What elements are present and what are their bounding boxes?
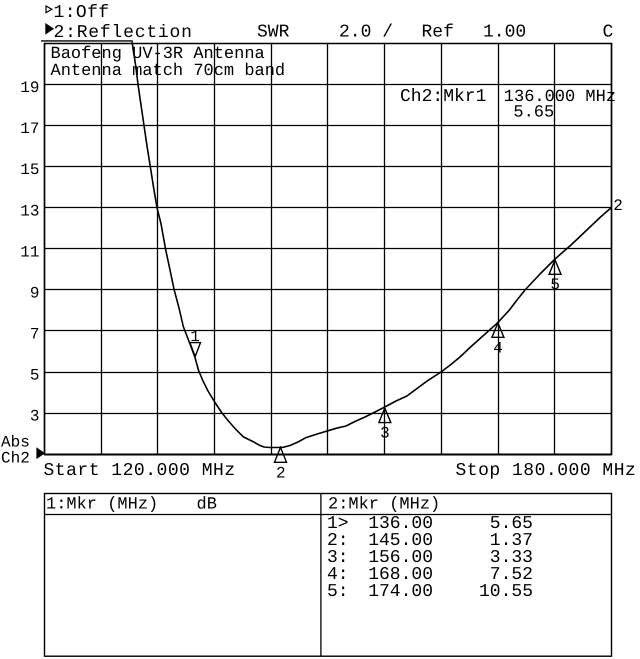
- svg-text:174.00: 174.00: [368, 582, 433, 602]
- svg-text:3: 3: [30, 408, 40, 426]
- svg-text:2:: 2:: [327, 531, 349, 551]
- svg-text:2:Mkr (MHz): 2:Mkr (MHz): [328, 496, 440, 515]
- svg-text:4: 4: [493, 340, 503, 358]
- svg-text:Baofeng UV-3R Antenna: Baofeng UV-3R Antenna: [51, 45, 265, 64]
- svg-text:1:Off: 1:Off: [54, 3, 110, 23]
- svg-text:156.00: 156.00: [368, 548, 433, 568]
- svg-text:Abs: Abs: [1, 433, 30, 451]
- svg-text:3: 3: [380, 425, 390, 443]
- svg-text:3.33: 3.33: [490, 548, 533, 568]
- svg-text:17: 17: [20, 120, 39, 138]
- svg-text:5.65: 5.65: [490, 514, 533, 534]
- svg-text:13: 13: [20, 202, 39, 220]
- svg-text:168.00: 168.00: [368, 565, 433, 585]
- svg-text:7: 7: [30, 326, 40, 344]
- svg-text:1.00: 1.00: [483, 23, 526, 43]
- svg-text:4:: 4:: [327, 565, 349, 585]
- svg-text:9: 9: [30, 284, 40, 302]
- svg-text:3:: 3:: [327, 548, 349, 568]
- svg-text:15: 15: [20, 161, 39, 179]
- svg-text:2.0 /: 2.0 /: [339, 23, 393, 43]
- svg-text:Stop 180.000 MHz: Stop 180.000 MHz: [456, 461, 637, 481]
- svg-text:136.00: 136.00: [368, 514, 433, 534]
- svg-text:19: 19: [20, 79, 39, 97]
- svg-text:11: 11: [20, 243, 39, 261]
- svg-text:1.37: 1.37: [490, 531, 533, 551]
- svg-text:10.55: 10.55: [479, 582, 533, 602]
- svg-text:136.000 MHz: 136.000 MHz: [504, 88, 616, 107]
- svg-text:Ch2: Ch2: [1, 450, 30, 468]
- svg-text:1:Mkr (MHz): 1:Mkr (MHz): [46, 496, 158, 515]
- svg-text:2: 2: [276, 465, 286, 483]
- svg-text:2: 2: [613, 197, 623, 215]
- svg-text:5.65: 5.65: [513, 104, 554, 123]
- svg-text:Start 120.000 MHz: Start 120.000 MHz: [44, 461, 236, 481]
- svg-text:dB: dB: [197, 496, 217, 515]
- svg-text:Ref: Ref: [422, 23, 454, 43]
- svg-text:2:Reflection: 2:Reflection: [54, 23, 193, 43]
- svg-text:SWR: SWR: [257, 23, 290, 43]
- svg-text:145.00: 145.00: [368, 531, 433, 551]
- svg-text:5: 5: [550, 276, 560, 294]
- svg-text:Ch2:Mkr1: Ch2:Mkr1: [400, 87, 486, 107]
- svg-text:C: C: [603, 23, 614, 43]
- svg-text:1>: 1>: [327, 514, 349, 534]
- svg-text:5: 5: [30, 367, 40, 385]
- svg-text:7.52: 7.52: [490, 565, 533, 585]
- svg-text:Antenna match 70cm band: Antenna match 70cm band: [51, 62, 286, 81]
- svg-text:1: 1: [190, 328, 200, 346]
- svg-text:5:: 5:: [327, 582, 349, 602]
